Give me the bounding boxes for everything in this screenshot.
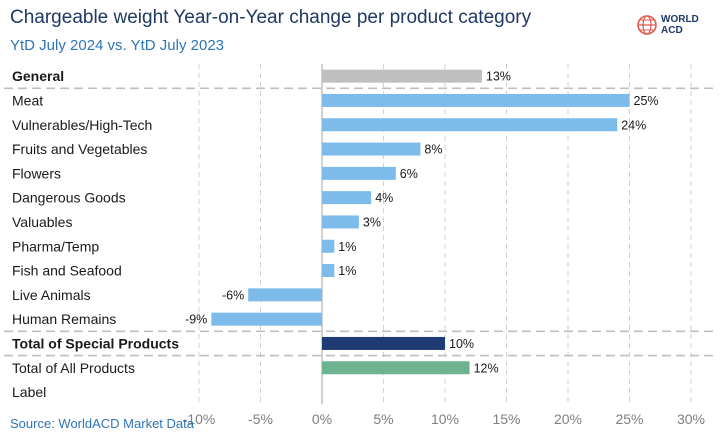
category-label: Vulnerables/High-Tech [12,117,152,133]
value-label: -6% [222,288,244,302]
bar [322,264,335,278]
category-label: Fruits and Vegetables [12,141,147,157]
bar [248,288,322,302]
x-tick-label: 5% [373,411,393,427]
x-tick-label: 15% [492,411,520,427]
value-label: 12% [474,361,499,375]
bar [211,312,322,326]
x-tick-label: 20% [554,411,582,427]
bar [322,142,421,156]
chart-subtitle: YtD July 2024 vs. YtD July 2023 [10,37,224,54]
bar [322,93,630,107]
value-label: 3% [363,215,381,229]
value-label: 13% [486,70,511,84]
value-label: 1% [338,240,356,254]
globe-icon [637,15,657,35]
value-label: -9% [185,313,207,327]
grid-lines [198,64,692,405]
value-label: 25% [634,94,659,108]
bar [322,118,618,132]
category-label: General [12,68,64,84]
category-label: Total of Special Products [12,335,179,351]
logo-wordmark: WORLD ACD [661,14,699,36]
x-tick-label: 30% [677,411,705,427]
group-separators [4,87,716,357]
bar [322,336,445,350]
source-note: Source: WorldACD Market Data [10,416,194,431]
bar [322,361,470,375]
x-tick-label: 0% [312,411,332,427]
value-label: 10% [449,337,474,351]
bars [211,69,630,375]
x-tick-label: -5% [248,411,273,427]
category-label: Human Remains [12,311,116,327]
value-label: 4% [375,191,393,205]
category-label: Label [12,384,46,400]
x-tick-label: -10% [183,411,216,427]
x-tick-label: 25% [615,411,643,427]
value-label: 8% [424,143,442,157]
bar [322,69,482,83]
value-labels: 13% 25% 24% 8% 6% 4% 3% 1% 1% -6% -9% 10%12% [185,70,658,376]
bar [322,191,372,205]
bar [322,166,396,180]
category-label: Fish and Seafood [12,263,122,279]
category-label: Dangerous Goods [12,190,126,206]
x-tick-labels: -10% -5% 0% 5% 10% 15% 20% 25% 30% [183,411,705,427]
category-label: Valuables [12,214,72,230]
category-labels: General Meat Vulnerables/High-Tech Fruits a… [12,68,179,400]
category-label: Pharma/Temp [12,238,99,254]
category-label: Live Animals [12,287,91,303]
worldacd-logo: WORLD ACD [636,10,716,44]
bar [322,239,335,253]
category-label: Flowers [12,165,61,181]
category-label: Total of All Products [12,360,135,376]
value-label: 6% [400,167,418,181]
bar [322,215,359,229]
value-label: 1% [338,264,356,278]
value-label: 24% [621,118,646,132]
chart-title: Chargeable weight Year-on-Year change pe… [10,7,532,28]
category-label: Meat [12,92,43,108]
x-tick-label: 10% [431,411,459,427]
